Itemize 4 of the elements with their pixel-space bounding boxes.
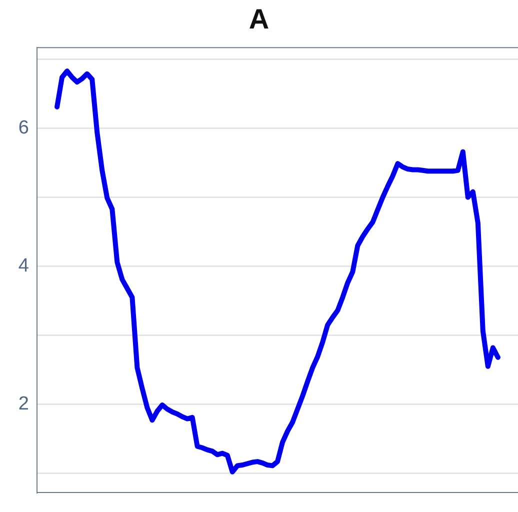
chart-title: A [248, 4, 270, 35]
y-tick-label: 4 [18, 256, 30, 277]
y-tick-label: 6 [18, 118, 29, 139]
y-tick-label: 2 [18, 394, 29, 415]
